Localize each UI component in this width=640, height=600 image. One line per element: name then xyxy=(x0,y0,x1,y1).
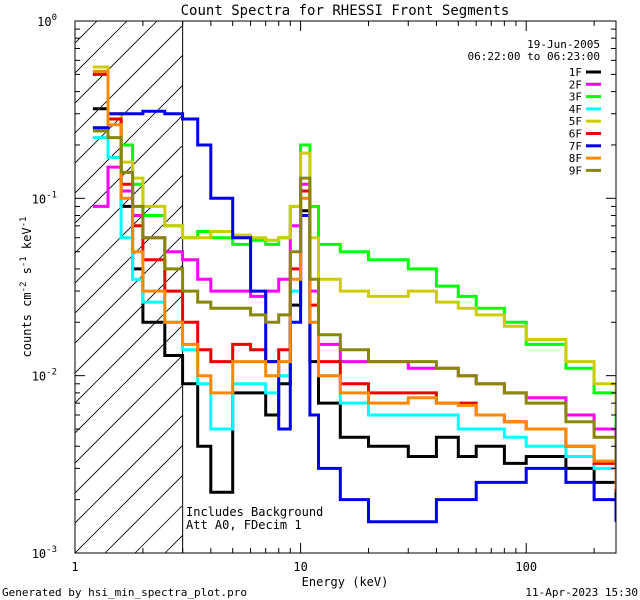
legend-label: 2F xyxy=(569,78,582,91)
hatch-line xyxy=(75,444,183,553)
y-tick-label: 10-1 xyxy=(32,190,57,206)
hatch-line xyxy=(75,54,183,164)
hatch-line xyxy=(495,21,640,553)
hatch-line xyxy=(375,21,640,553)
legend-label: 3F xyxy=(569,91,582,104)
x-tick-label: 100 xyxy=(515,560,537,574)
hatch-line xyxy=(0,21,7,553)
hatch-line xyxy=(465,21,640,553)
y-tick-label: 10-2 xyxy=(32,368,57,384)
y-tick-label: 10-3 xyxy=(32,545,57,561)
attenuator-note: Att A0, FDecim 1 xyxy=(186,518,302,532)
chart-title: Count Spectra for RHESSI Front Segments xyxy=(181,3,510,19)
hatch-line xyxy=(75,384,183,494)
hatch-line xyxy=(75,204,183,314)
legend-label: 8F xyxy=(569,152,582,165)
hatch-line xyxy=(104,474,183,553)
date-label: 19-Jun-2005 xyxy=(527,38,600,51)
hatch-line xyxy=(75,234,183,344)
y-axis-label: counts cm-2 s-1 keV-1 xyxy=(19,217,34,358)
x-axis-label: Energy (keV) xyxy=(302,575,389,589)
footer-generator: Generated by hsi_min_spectra_plot.pro xyxy=(2,586,247,599)
legend-label: 9F xyxy=(569,164,582,177)
legend-label: 1F xyxy=(569,66,582,79)
legend-label: 5F xyxy=(569,115,582,128)
hatch-line xyxy=(555,21,640,553)
svg-text:counts cm-2 s-1 keV-1: counts cm-2 s-1 keV-1 xyxy=(19,217,34,358)
hatch-line xyxy=(285,21,640,553)
hatch-line xyxy=(615,21,640,553)
series-line-1F xyxy=(92,107,616,522)
x-tick-label: 10 xyxy=(293,560,307,574)
hatch-line xyxy=(75,114,183,224)
x-axis: 1 10 100 xyxy=(71,21,595,574)
time-range-label: 06:22:00 to 06:23:00 xyxy=(468,50,600,63)
series-line-7F xyxy=(92,109,616,524)
plot-frame xyxy=(74,20,617,554)
y-tick-label: 100 xyxy=(37,13,57,29)
hatch-line xyxy=(0,21,67,553)
hatch-line xyxy=(75,294,183,404)
hatch-line xyxy=(75,84,183,194)
legend-label: 6F xyxy=(569,128,582,141)
hatch-line xyxy=(75,144,183,254)
footer-timestamp: 11-Apr-2023 15:30 xyxy=(525,586,638,599)
series-line-9F xyxy=(92,129,616,469)
x-tick-label: 1 xyxy=(71,560,78,574)
y-axis: 10-3 10-2 10-1 100 xyxy=(32,13,616,561)
series-line-4F xyxy=(92,136,616,483)
legend-label: 4F xyxy=(569,103,582,116)
hatch-line xyxy=(75,324,183,434)
hatch-line xyxy=(75,414,183,524)
background-note: Includes Background xyxy=(186,505,323,519)
hatch-line xyxy=(315,21,640,553)
hatch-line xyxy=(435,21,640,553)
series-layer xyxy=(92,65,616,524)
hatch-line xyxy=(345,21,640,553)
hatch-line xyxy=(75,174,183,284)
hatch-line xyxy=(525,21,640,553)
hatch-line xyxy=(75,264,183,374)
hatch-line xyxy=(75,21,98,44)
legend-label: 7F xyxy=(569,140,582,153)
